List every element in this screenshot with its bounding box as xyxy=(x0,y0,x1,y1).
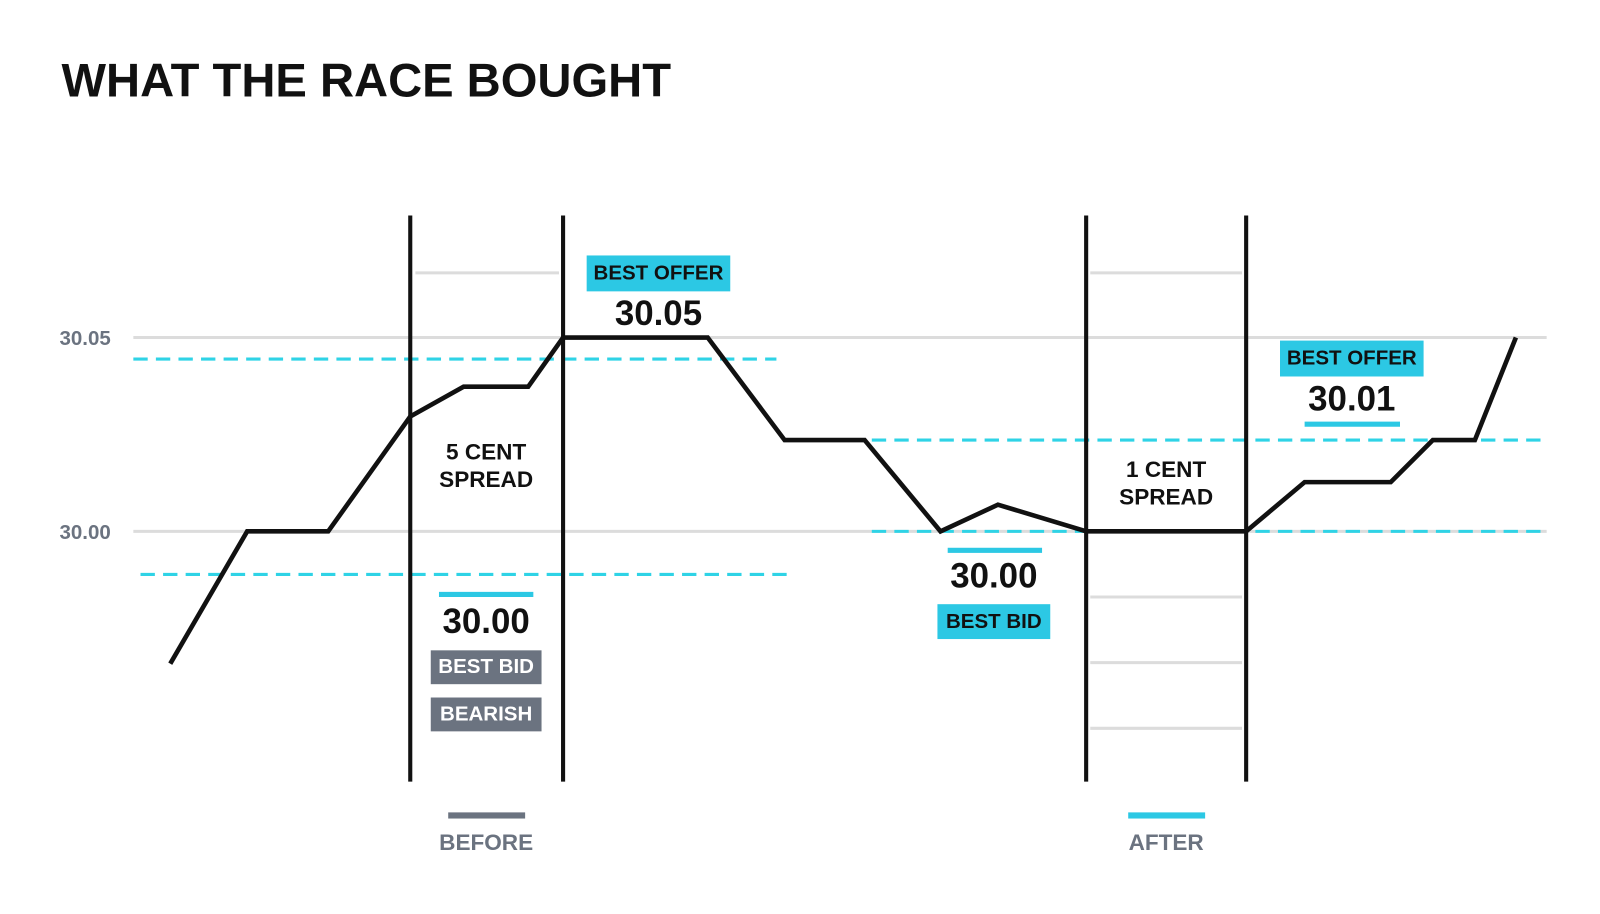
tag-box xyxy=(430,650,542,685)
tag: BEST BID xyxy=(438,655,534,678)
axis-label: 30.05 xyxy=(59,327,110,350)
legend-label: BEFORE xyxy=(439,830,533,855)
marker xyxy=(438,591,534,597)
spread-label: SPREAD xyxy=(1119,484,1213,509)
tag-box xyxy=(430,697,542,732)
axis-label: 30.00 xyxy=(59,521,110,544)
spread-label: 5 CENT xyxy=(446,439,526,464)
tag: BEARISH xyxy=(440,702,532,725)
price: 30.05 xyxy=(615,294,702,333)
tag-box xyxy=(586,255,731,292)
price: 30.00 xyxy=(950,557,1037,596)
title: WHAT THE RACE BOUGHT xyxy=(62,54,672,107)
tag-box xyxy=(937,604,1051,640)
marker xyxy=(1304,421,1400,427)
dashed-levels xyxy=(133,357,1547,576)
spread-label: 1 CENT xyxy=(1126,457,1206,482)
legend-swatch xyxy=(1128,812,1206,819)
legend-label: AFTER xyxy=(1129,830,1204,855)
price-line xyxy=(168,335,1519,665)
legend-swatch xyxy=(448,812,526,819)
tag-box xyxy=(1280,340,1424,377)
marker xyxy=(947,547,1043,553)
tag: BEST BID xyxy=(946,610,1042,633)
spread-label: SPREAD xyxy=(439,467,533,492)
price: 30.01 xyxy=(1308,379,1395,418)
price: 30.00 xyxy=(443,602,530,641)
tag: BEST OFFER xyxy=(594,261,724,284)
tag: BEST OFFER xyxy=(1287,346,1417,369)
